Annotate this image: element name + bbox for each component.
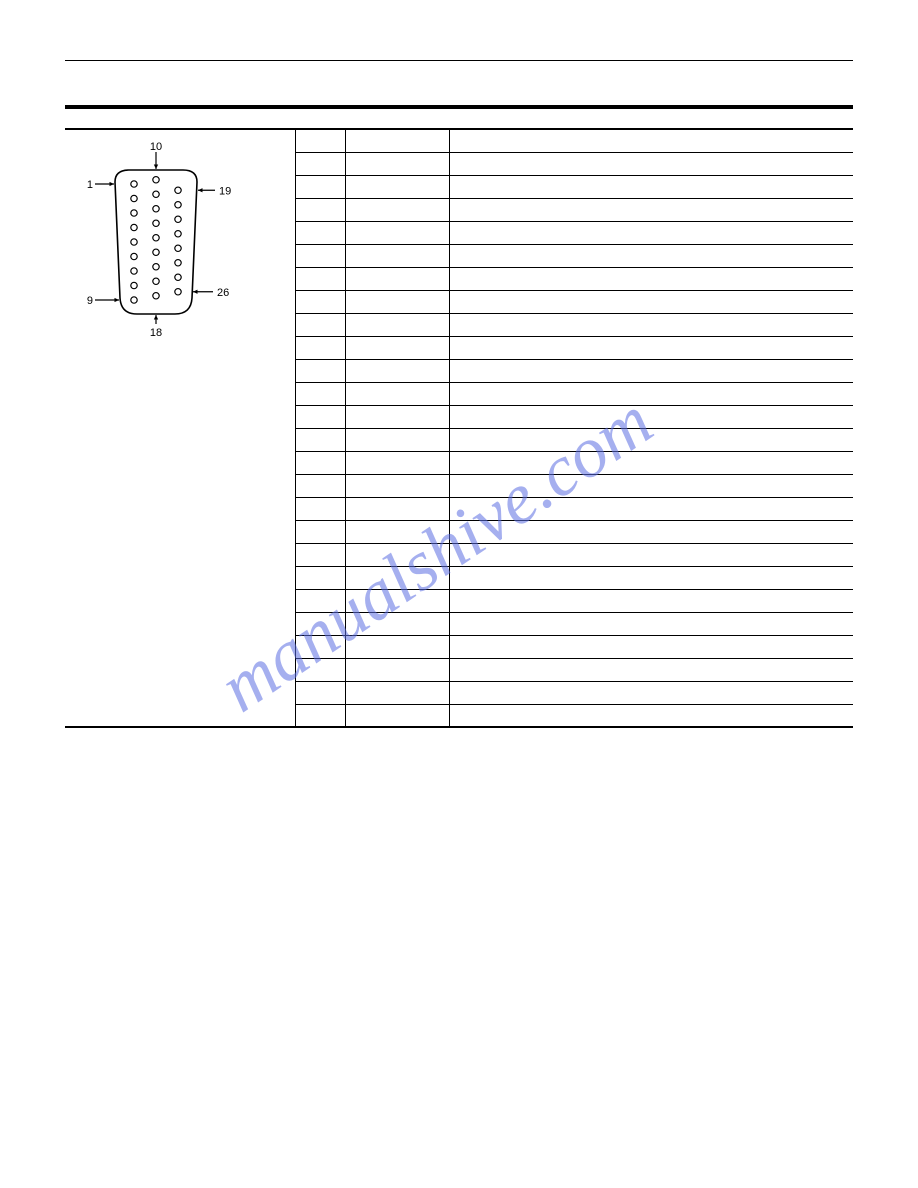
cell-signal (345, 336, 449, 359)
cell-description (449, 359, 853, 382)
cell-pin (295, 704, 345, 727)
connector-diagram: 1019192618 (75, 136, 235, 346)
cell-description (449, 152, 853, 175)
cell-pin (295, 290, 345, 313)
cell-description (449, 543, 853, 566)
cell-signal (345, 635, 449, 658)
cell-signal (345, 451, 449, 474)
cell-description (449, 336, 853, 359)
cell-description (449, 267, 853, 290)
cell-description (449, 612, 853, 635)
cell-signal (345, 543, 449, 566)
cell-pin (295, 382, 345, 405)
cell-description (449, 681, 853, 704)
cell-description (449, 451, 853, 474)
col-header-pin (295, 107, 345, 129)
cell-pin (295, 359, 345, 382)
cell-description (449, 520, 853, 543)
svg-text:10: 10 (150, 141, 162, 153)
cell-signal (345, 267, 449, 290)
cell-description (449, 175, 853, 198)
cell-pin (295, 336, 345, 359)
cell-signal (345, 612, 449, 635)
col-header-description (449, 107, 853, 129)
cell-signal (345, 198, 449, 221)
cell-signal (345, 221, 449, 244)
cell-description (449, 474, 853, 497)
cell-description (449, 313, 853, 336)
cell-signal (345, 520, 449, 543)
cell-signal (345, 244, 449, 267)
cell-pin (295, 543, 345, 566)
cell-pin (295, 244, 345, 267)
cell-signal (345, 313, 449, 336)
svg-text:19: 19 (219, 185, 231, 197)
cell-description (449, 635, 853, 658)
cell-description (449, 704, 853, 727)
cell-signal (345, 681, 449, 704)
cell-pin (295, 129, 345, 152)
cell-signal (345, 359, 449, 382)
cell-description (449, 129, 853, 152)
cell-description (449, 566, 853, 589)
cell-pin (295, 589, 345, 612)
svg-text:9: 9 (87, 295, 93, 307)
cell-pin (295, 152, 345, 175)
connector-cell: 1019192618 (65, 129, 295, 727)
pinout-table: 1019192618 (65, 105, 853, 728)
svg-text:18: 18 (150, 327, 162, 339)
cell-signal (345, 658, 449, 681)
cell-signal (345, 152, 449, 175)
cell-description (449, 405, 853, 428)
cell-signal (345, 589, 449, 612)
cell-pin (295, 566, 345, 589)
cell-pin (295, 428, 345, 451)
cell-pin (295, 405, 345, 428)
table-header-row (65, 107, 853, 129)
header-divider (65, 60, 853, 61)
col-header-signal (345, 107, 449, 129)
cell-description (449, 658, 853, 681)
cell-description (449, 244, 853, 267)
cell-description (449, 198, 853, 221)
cell-signal (345, 405, 449, 428)
cell-pin (295, 313, 345, 336)
cell-pin (295, 451, 345, 474)
cell-signal (345, 704, 449, 727)
cell-description (449, 382, 853, 405)
cell-pin (295, 520, 345, 543)
cell-pin (295, 658, 345, 681)
cell-pin (295, 612, 345, 635)
cell-pin (295, 635, 345, 658)
svg-text:1: 1 (87, 179, 93, 191)
cell-description (449, 428, 853, 451)
table-row: 1019192618 (65, 129, 853, 152)
cell-pin (295, 221, 345, 244)
col-header-connector (65, 107, 295, 129)
cell-pin (295, 198, 345, 221)
cell-description (449, 497, 853, 520)
cell-description (449, 589, 853, 612)
cell-pin (295, 267, 345, 290)
cell-signal (345, 566, 449, 589)
cell-signal (345, 175, 449, 198)
cell-signal (345, 382, 449, 405)
cell-description (449, 221, 853, 244)
cell-signal (345, 428, 449, 451)
cell-signal (345, 474, 449, 497)
cell-pin (295, 175, 345, 198)
cell-signal (345, 290, 449, 313)
cell-signal (345, 129, 449, 152)
cell-description (449, 290, 853, 313)
cell-pin (295, 681, 345, 704)
cell-pin (295, 497, 345, 520)
cell-pin (295, 474, 345, 497)
cell-signal (345, 497, 449, 520)
svg-text:26: 26 (217, 287, 229, 299)
